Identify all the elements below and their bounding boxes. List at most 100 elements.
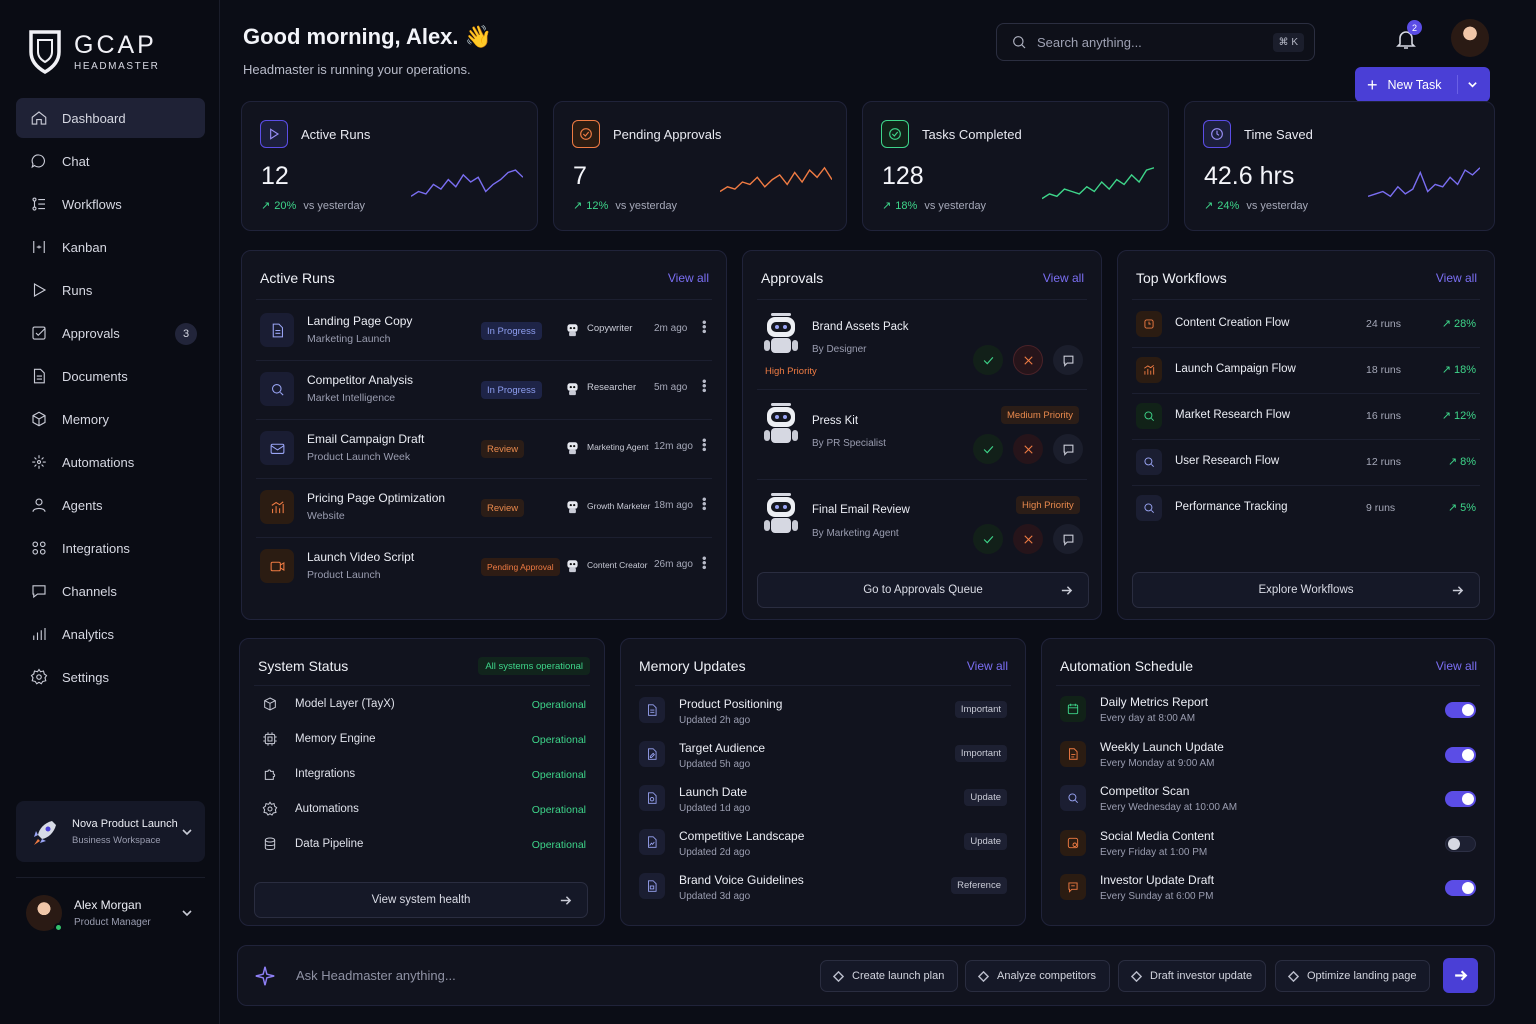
suggestion-chip[interactable]: Create launch plan (820, 960, 959, 992)
approvals-queue-button[interactable]: Go to Approvals Queue (757, 572, 1089, 608)
view-system-health-button[interactable]: View system health (254, 882, 588, 918)
view-all-link[interactable]: View all (1435, 271, 1477, 285)
sparkline-path (411, 169, 523, 197)
comment-icon (1063, 355, 1073, 367)
nav-automations[interactable]: Automations (16, 442, 205, 482)
more-options-icon[interactable]: ••• (697, 556, 712, 570)
run-row[interactable]: Competitor Analysis Market Intelligence … (256, 360, 712, 418)
document-icon (260, 313, 294, 347)
nav-runs[interactable]: Runs (16, 270, 205, 310)
view-all-link[interactable]: View all (1042, 271, 1084, 285)
nav-label: Kanban (62, 239, 107, 255)
reject-button[interactable] (1013, 434, 1043, 464)
profile-avatar[interactable] (1451, 19, 1489, 57)
memory-row[interactable]: Competitive Landscape Updated 2d ago Upd… (635, 820, 1011, 864)
more-options-icon[interactable]: ••• (697, 438, 712, 452)
search-input[interactable]: Search anything... ⌘ K (996, 23, 1315, 61)
memory-row[interactable]: Brand Voice Guidelines Updated 3d ago Re… (635, 864, 1011, 908)
schedule-toggle[interactable] (1445, 836, 1476, 852)
suggestion-chip[interactable]: Optimize landing page (1275, 960, 1431, 992)
suggestion-chip[interactable]: Analyze competitors (965, 960, 1111, 992)
rocket-icon (34, 820, 56, 845)
nav-documents[interactable]: Documents (16, 356, 205, 396)
comment-button[interactable] (1053, 345, 1083, 375)
more-options-icon[interactable]: ••• (697, 320, 712, 334)
divider (256, 419, 712, 420)
run-row[interactable]: Email Campaign Draft Product Launch Week… (256, 419, 712, 477)
greeting-subtitle: Headmaster is running your operations. (243, 62, 471, 77)
memory-row[interactable]: Product Positioning Updated 2h ago Impor… (635, 688, 1011, 732)
approval-item[interactable]: Press Kit By PR Specialist Medium Priori… (757, 391, 1087, 481)
memory-row[interactable]: Launch Date Updated 1d ago Update (635, 776, 1011, 820)
schedule-toggle[interactable] (1445, 880, 1476, 896)
view-all-link[interactable]: View all (667, 271, 709, 285)
comment-button[interactable] (1053, 524, 1083, 554)
arrow-up-right-icon: ↗ (882, 200, 892, 212)
nav-workflows[interactable]: Workflows (16, 184, 205, 224)
nav-chat[interactable]: Chat (16, 141, 205, 181)
nav-settings[interactable]: Settings (16, 657, 205, 697)
view-all-link[interactable]: View all (966, 659, 1008, 673)
workflow-row[interactable]: User Research Flow 12 runs ↗ 8% (1132, 439, 1480, 484)
new-task-button[interactable]: + New Task (1355, 67, 1490, 102)
system-state: Operational (531, 734, 586, 746)
nav-memory[interactable]: Memory (16, 399, 205, 439)
schedule-toggle[interactable] (1445, 702, 1476, 718)
run-sub: Product Launch Week (307, 451, 411, 463)
stat-card-time-saved[interactable]: Time Saved 42.6 hrs ↗ 24% vs yesterday (1184, 101, 1495, 231)
run-sub: Market Intelligence (307, 392, 396, 404)
approval-item[interactable]: Brand Assets Pack By Designer High Prior… (757, 301, 1087, 391)
workspace-switcher[interactable]: Nova Product Launch Business Workspace (16, 801, 205, 862)
nav-agents[interactable]: Agents (16, 485, 205, 525)
workflow-row[interactable]: Market Research Flow 16 runs ↗ 12% (1132, 393, 1480, 438)
social-icon (1060, 830, 1086, 856)
comment-icon (1063, 534, 1073, 546)
ask-input[interactable]: Ask Headmaster anything... (296, 968, 456, 983)
view-all-link[interactable]: View all (1435, 659, 1477, 673)
nav-kanban[interactable]: Kanban (16, 227, 205, 267)
memory-title: Product Positioning (679, 697, 783, 711)
run-row[interactable]: Pricing Page Optimization Website Review… (256, 478, 712, 536)
send-button[interactable] (1443, 958, 1478, 993)
nav-dashboard[interactable]: Dashboard (16, 98, 205, 138)
workflow-name: User Research Flow (1175, 455, 1280, 467)
growth-value: 28% (1453, 318, 1476, 330)
explore-workflows-button[interactable]: Explore Workflows (1132, 572, 1480, 608)
schedule-toggle[interactable] (1445, 747, 1476, 763)
workflow-row[interactable]: Performance Tracking 9 runs ↗ 5% (1132, 485, 1480, 530)
comment-button[interactable] (1053, 434, 1083, 464)
run-row[interactable]: Landing Page Copy Marketing Launch In Pr… (256, 301, 712, 359)
suggestion-chip[interactable]: Draft investor update (1118, 960, 1267, 992)
user-menu[interactable]: Alex Morgan Product Manager (16, 877, 205, 947)
approval-item[interactable]: Final Email Review By Marketing Agent Hi… (757, 481, 1087, 571)
stat-card-tasks-completed[interactable]: Tasks Completed 128 ↗ 18% vs yesterday (862, 101, 1169, 231)
workflow-row[interactable]: Launch Campaign Flow 18 runs ↗ 18% (1132, 347, 1480, 392)
chevron-down-icon[interactable] (1467, 79, 1478, 90)
reject-button[interactable] (1013, 524, 1043, 554)
divider (757, 299, 1087, 300)
approve-button[interactable] (973, 524, 1003, 554)
main-nav: Dashboard Chat Workflows Kanban Runs App… (16, 98, 205, 700)
approve-button[interactable] (973, 434, 1003, 464)
robot-avatar-icon (764, 313, 798, 353)
system-name: Model Layer (TayX) (295, 698, 395, 710)
stat-card-active-runs[interactable]: Active Runs 12 ↗ 20% vs yesterday (241, 101, 538, 231)
schedule-toggle[interactable] (1445, 791, 1476, 807)
nav-integrations[interactable]: Integrations (16, 528, 205, 568)
memory-row[interactable]: Target Audience Updated 5h ago Important (635, 732, 1011, 776)
nav-approvals[interactable]: Approvals 3 (16, 313, 205, 353)
schedule-time: Every day at 8:00 AM (1100, 713, 1196, 724)
nav-analytics[interactable]: Analytics (16, 614, 205, 654)
growth-value: 12% (1453, 410, 1476, 422)
report-icon (1060, 741, 1086, 767)
more-options-icon[interactable]: ••• (697, 379, 712, 393)
reject-button[interactable] (1013, 345, 1043, 375)
logo[interactable]: GCAP HEADMASTER (28, 28, 159, 76)
approve-button[interactable] (973, 345, 1003, 375)
nav-channels[interactable]: Channels (16, 571, 205, 611)
workflow-row[interactable]: Content Creation Flow 24 runs ↗ 28% (1132, 301, 1480, 346)
more-options-icon[interactable]: ••• (697, 497, 712, 511)
stat-card-pending-approvals[interactable]: Pending Approvals 7 ↗ 12% vs yesterday (553, 101, 847, 231)
run-row[interactable]: Launch Video Script Product Launch Pendi… (256, 537, 712, 595)
system-row: Data Pipeline Operational (254, 828, 590, 863)
